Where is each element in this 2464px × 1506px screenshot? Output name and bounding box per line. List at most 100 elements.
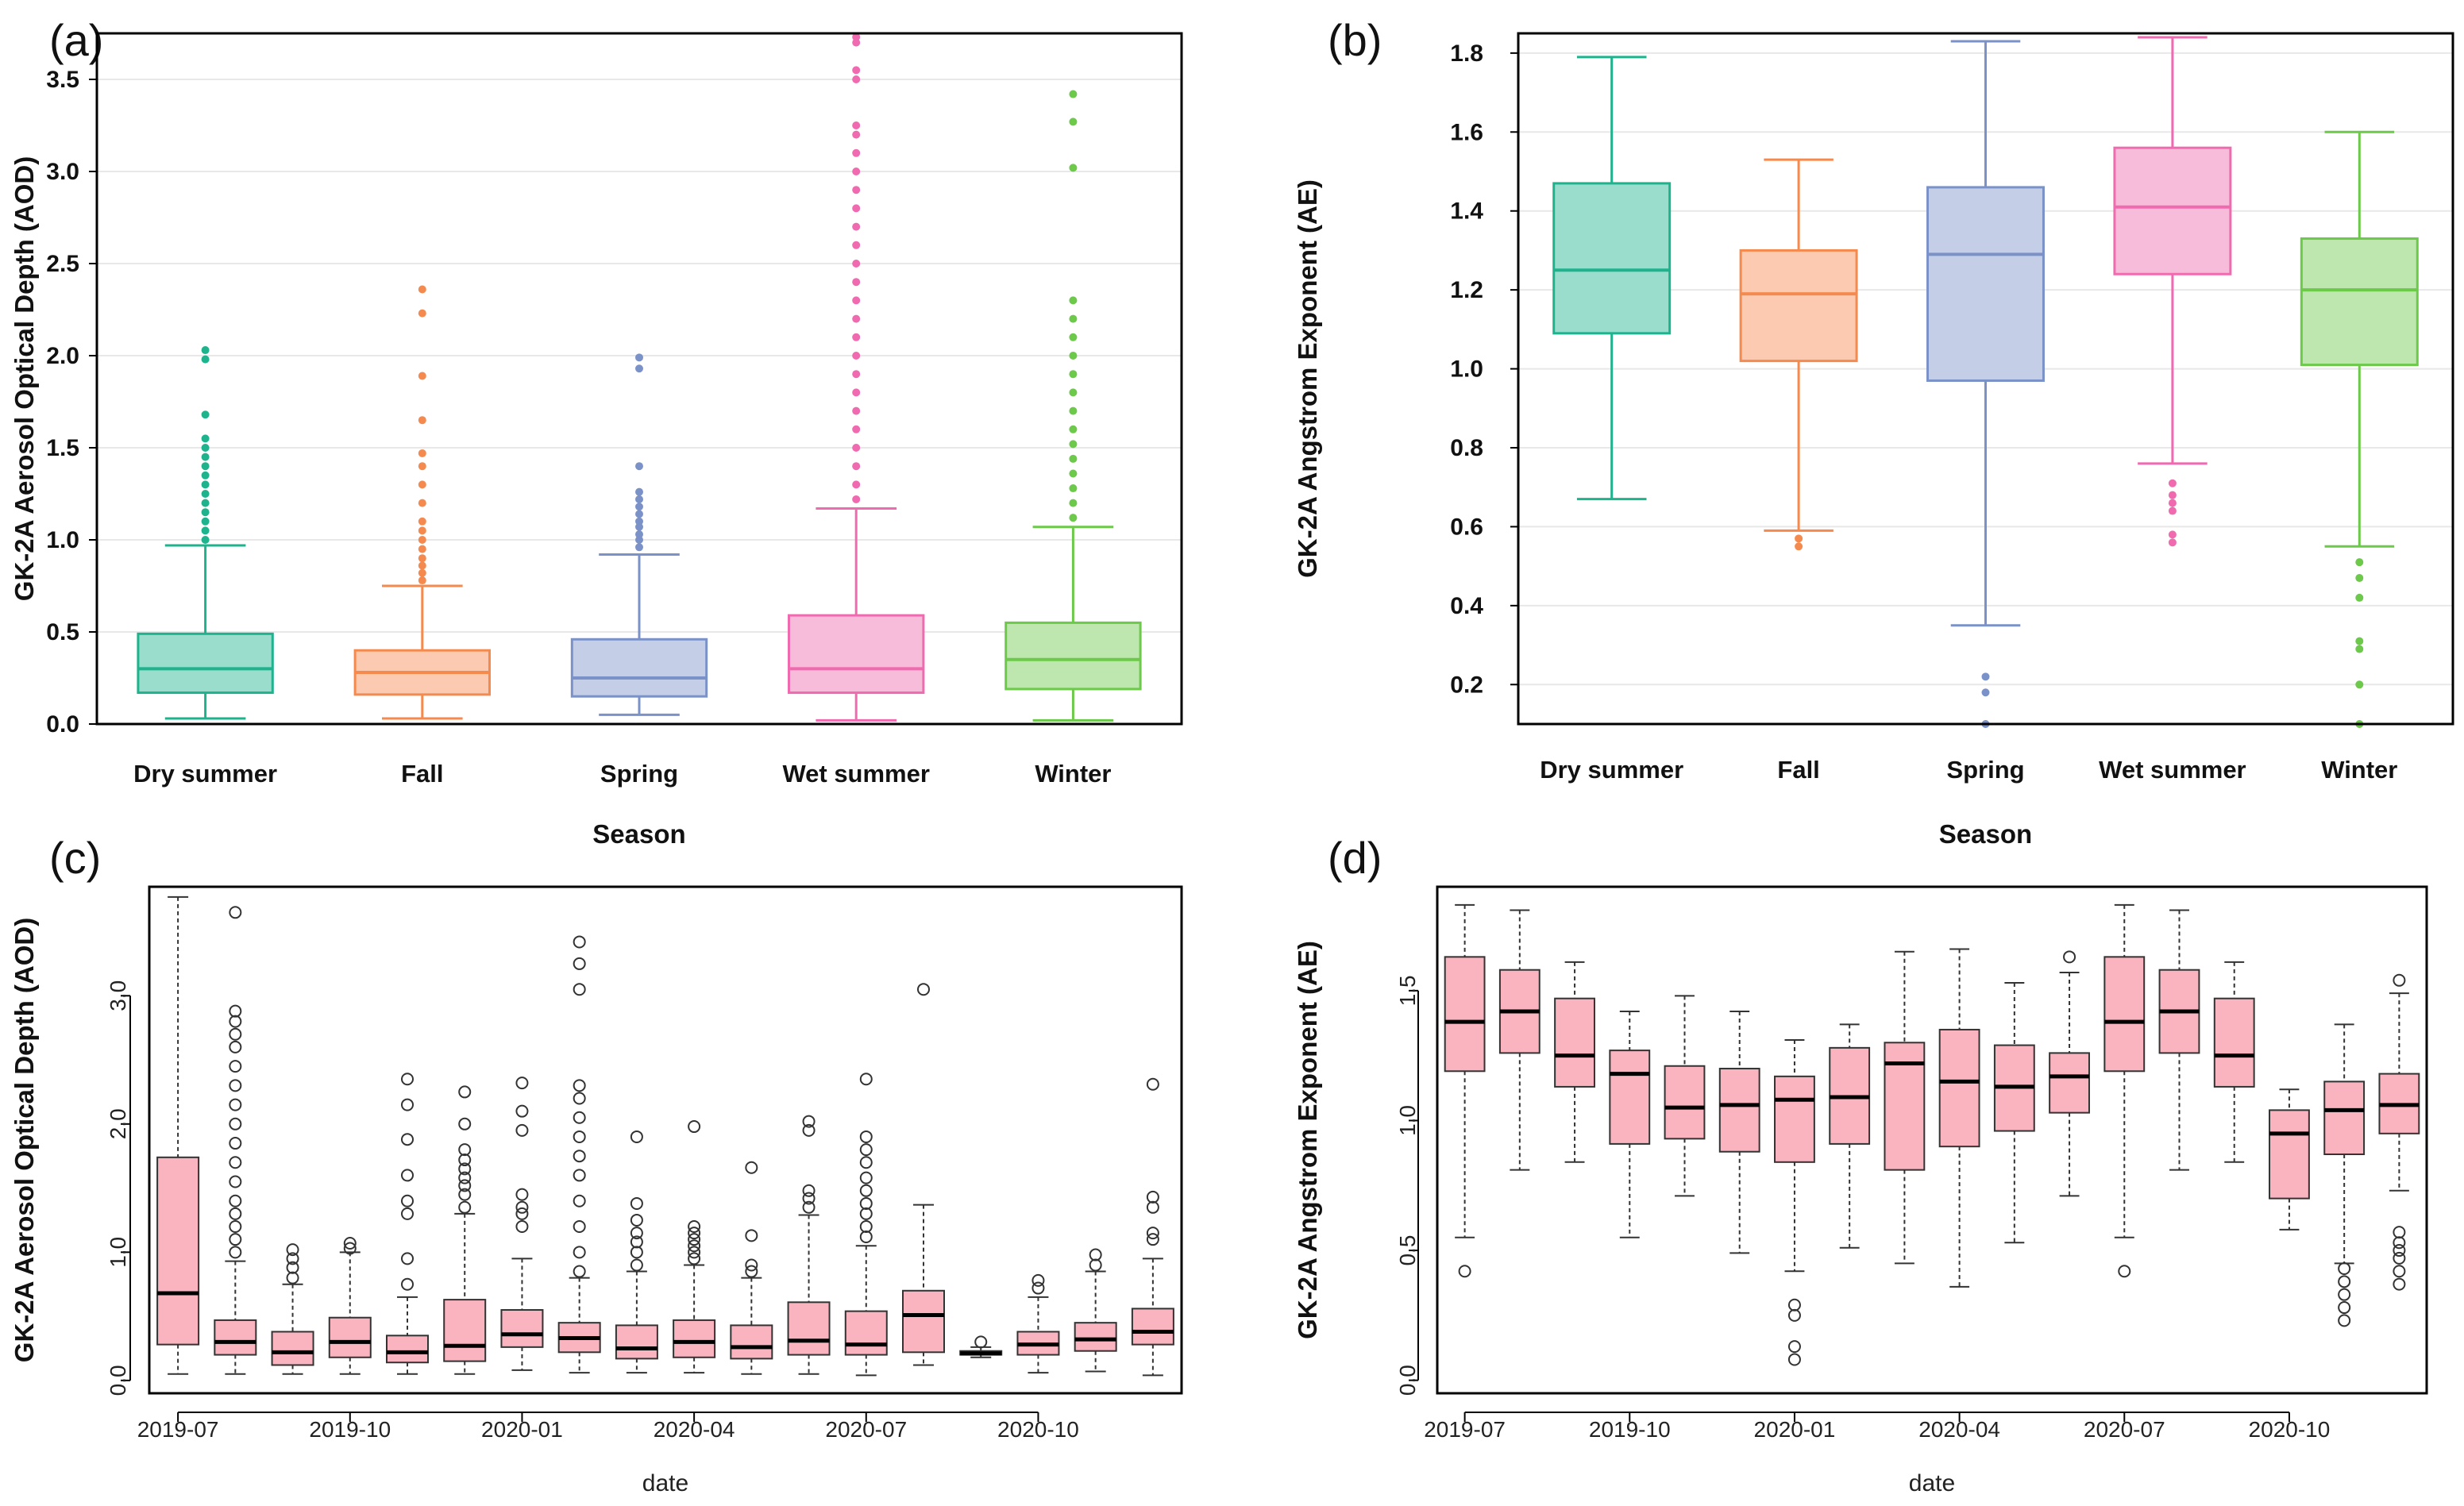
x-tick-label: 2020-01 [481, 1417, 563, 1442]
outlier-point [1795, 534, 1803, 543]
box-iqr [1444, 956, 1486, 1073]
outlier-point [1981, 672, 1990, 681]
outlier-point [688, 1220, 701, 1234]
outlier-point [859, 1230, 873, 1243]
outlier-point [635, 503, 643, 511]
panel-label: (a) [49, 15, 103, 65]
outlier-point [745, 1265, 758, 1278]
box-7 [1829, 1023, 1871, 1249]
box-9 [673, 1120, 716, 1374]
plot-frame [1436, 885, 2428, 1395]
outlier-point [859, 1171, 873, 1184]
panel-2: (c) 0.0 1.0 2.0 3.0 2019-07 2019-10 2020-01 2020… [10, 833, 1183, 1496]
y-tick-label: 1.0 [1450, 356, 1483, 383]
outlier-point [859, 1196, 873, 1210]
box-12 [844, 1073, 888, 1377]
y-tick-label: 3.5 [46, 67, 79, 93]
x-tick-label: 2020-01 [1754, 1417, 1836, 1442]
x-category-label: Winter [2321, 756, 2397, 784]
outlier-point [1458, 1265, 1471, 1278]
outlier-point [1069, 117, 1078, 126]
x-category-label: Spring [1946, 756, 2024, 784]
box-7 [557, 935, 601, 1374]
box-iqr [844, 1310, 888, 1356]
box-iqr [1074, 1322, 1117, 1352]
outlier-point [1069, 90, 1078, 98]
outlier-point [229, 1137, 242, 1150]
box-3 [2113, 36, 2232, 547]
outlier-point [229, 1027, 242, 1041]
outlier-point [401, 1194, 414, 1207]
outlier-point [418, 545, 426, 553]
box-iqr [1552, 182, 1672, 335]
outlier-point [573, 1194, 586, 1207]
outlier-point [630, 1213, 643, 1227]
outlier-point [573, 1079, 586, 1092]
box-iqr [1554, 997, 1595, 1088]
outlier-point [974, 1335, 988, 1349]
outlier-point [2355, 574, 2364, 583]
box-12 [2103, 903, 2146, 1278]
outlier-point [1069, 352, 1078, 360]
outlier-point [852, 480, 861, 489]
plot-frame [1517, 32, 2454, 726]
outlier-point [418, 536, 426, 544]
outlier-point [229, 1098, 242, 1111]
outlier-point [458, 1179, 472, 1192]
outlier-point [229, 1246, 242, 1259]
outlier-point [418, 372, 426, 380]
outlier-point [852, 352, 861, 360]
outlier-point [852, 444, 861, 452]
outlier-point [458, 1085, 472, 1099]
outlier-point [635, 353, 643, 362]
outlier-point [573, 1150, 586, 1163]
outlier-point [635, 522, 643, 531]
x-tick-label: 2020-04 [654, 1417, 735, 1442]
outlier-point [573, 1169, 586, 1182]
outlier-point [852, 260, 861, 268]
outlier-point [201, 355, 210, 364]
box-15 [1016, 1273, 1060, 1374]
outlier-point [458, 1171, 472, 1184]
outlier-point [573, 1220, 586, 1234]
x-category-label: Wet summer [782, 760, 930, 788]
outlier-point [635, 487, 643, 496]
outlier-point [635, 495, 643, 503]
outlier-point [418, 416, 426, 425]
x-tick-label: 2019-07 [1424, 1417, 1506, 1442]
x-tick-label: 2020-07 [825, 1417, 907, 1442]
x-category-label: Dry summer [133, 760, 277, 788]
outlier-point [515, 1220, 529, 1234]
outlier-point [1069, 499, 1078, 507]
panel-0: (a) 0.0 0.5 1.0 1.5 2.0 2.5 3.0 3.5 Dry summer Fal… [10, 15, 1183, 849]
outlier-point [630, 1130, 643, 1143]
outlier-point [1069, 469, 1078, 478]
x-category-label: Fall [1777, 756, 1819, 784]
outlier-point [745, 1161, 758, 1174]
outlier-point [229, 1220, 242, 1234]
box-17 [1131, 1077, 1174, 1377]
outlier-point [515, 1077, 529, 1090]
outlier-point [201, 536, 210, 544]
outlier-point [1787, 1308, 1801, 1322]
outlier-point [688, 1227, 701, 1240]
outlier-point [1787, 1340, 1801, 1354]
outlier-point [852, 66, 861, 75]
outlier-point [401, 1252, 414, 1265]
outlier-point [917, 983, 930, 996]
outlier-point [852, 168, 861, 175]
x-category-label: Fall [401, 760, 443, 788]
outlier-point [2118, 1265, 2131, 1278]
outlier-point [859, 1130, 873, 1143]
outlier-point [1981, 688, 1990, 697]
box-iqr [443, 1299, 487, 1362]
outlier-point [630, 1196, 643, 1210]
box-iqr [1004, 621, 1142, 691]
y-tick-label: 0.8 [1450, 435, 1483, 461]
outlier-point [401, 1277, 414, 1291]
box-14 [959, 1335, 1003, 1358]
outlier-point [458, 1162, 472, 1176]
outlier-point [2355, 558, 2364, 567]
box-10 [1993, 982, 2035, 1244]
